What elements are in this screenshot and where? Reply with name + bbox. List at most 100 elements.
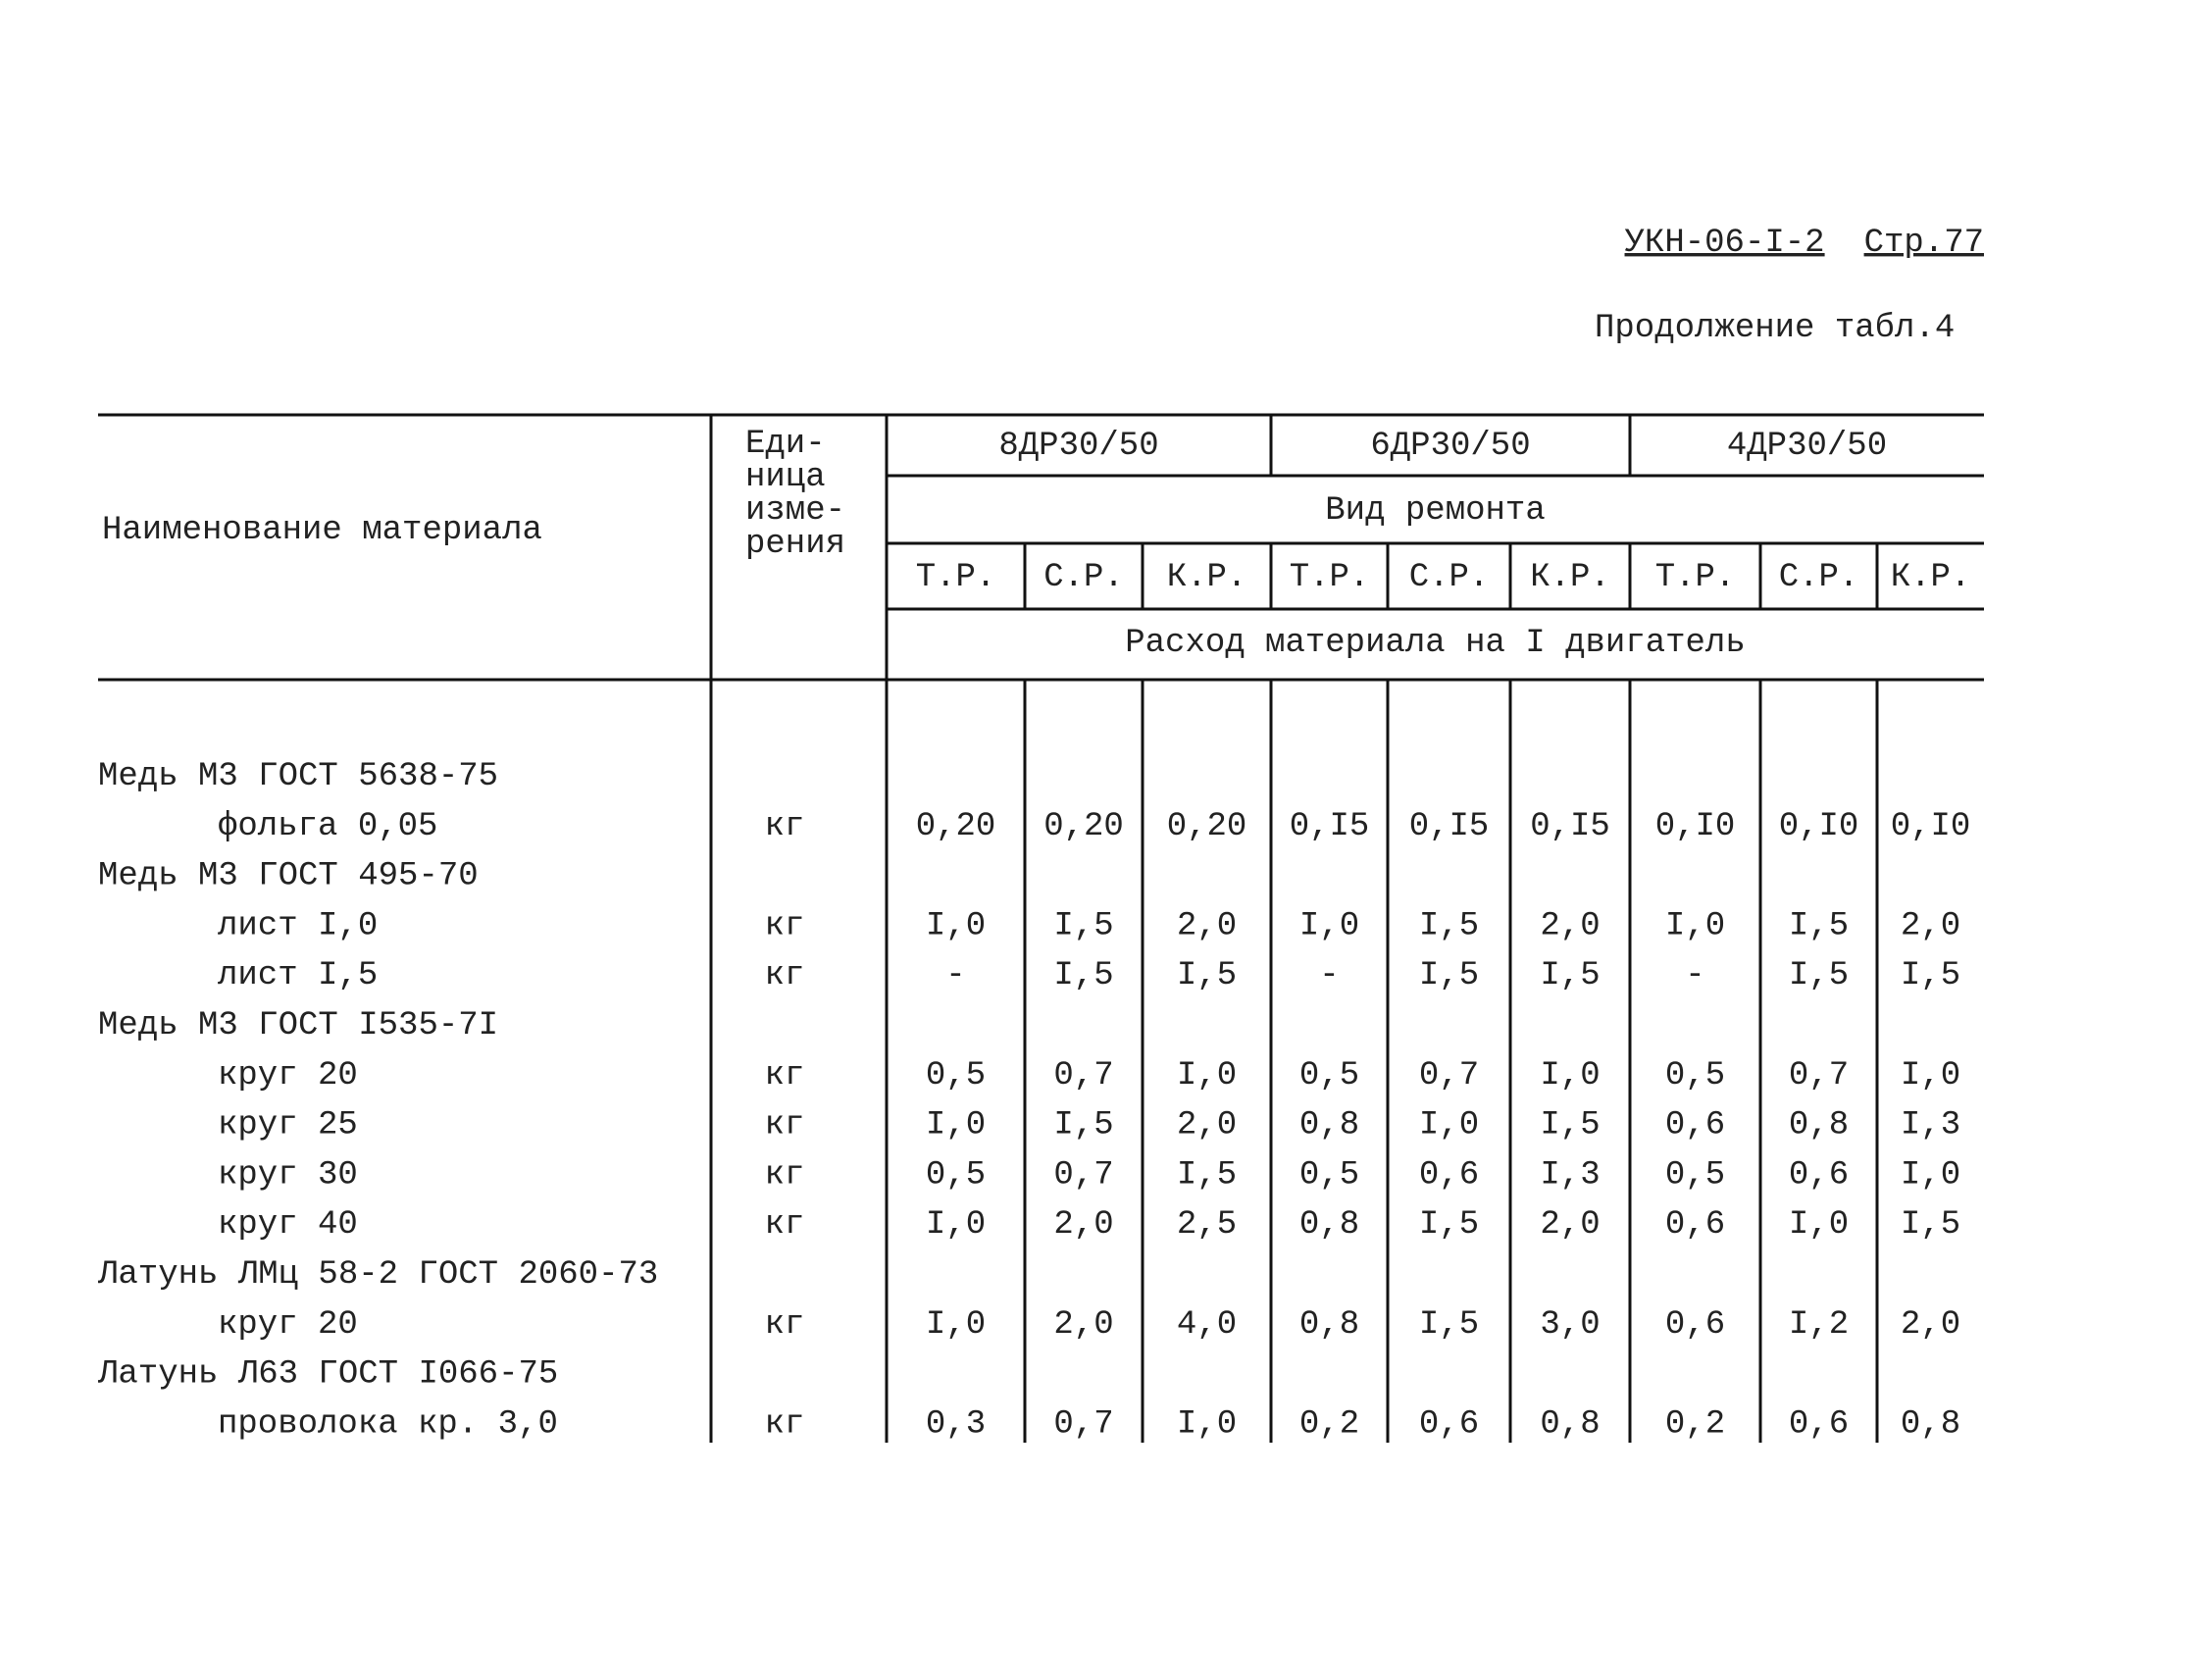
value: 0,2: [1665, 1405, 1725, 1443]
value: I,0: [1177, 1405, 1237, 1443]
value: I,0: [1901, 1057, 1960, 1095]
item-name: круг 25: [218, 1107, 358, 1145]
page-number: Стр.77: [1864, 225, 1984, 262]
value: I,0: [1540, 1057, 1600, 1095]
engine-header: 6ДР30/50: [1370, 428, 1530, 465]
value: I,0: [1177, 1057, 1237, 1095]
material-name: Медь М3 ГОСТ 5638-75: [98, 758, 498, 795]
repair-header: Вид ремонта: [1325, 492, 1545, 530]
value: 0,20: [1167, 808, 1247, 845]
value: 0,8: [1789, 1107, 1849, 1145]
unit: кг: [765, 1156, 805, 1194]
unit: кг: [765, 1107, 805, 1145]
value: I,5: [1540, 957, 1600, 994]
item-name: круг 30: [218, 1156, 358, 1194]
item-name: круг 20: [218, 1306, 358, 1344]
value: 2,5: [1177, 1206, 1237, 1244]
value: 0,6: [1419, 1405, 1479, 1443]
unit-header: ница: [745, 459, 826, 496]
repair-type: С.Р.: [1043, 559, 1124, 596]
repair-type: К.Р.: [1167, 559, 1247, 596]
value: 2,0: [1053, 1206, 1113, 1244]
unit: кг: [765, 1057, 805, 1095]
engine-header: 4ДР30/50: [1727, 428, 1887, 465]
value: 0,5: [1665, 1057, 1725, 1095]
repair-type: К.Р.: [1891, 559, 1971, 596]
value: 0,5: [1299, 1156, 1359, 1194]
value: 0,20: [1043, 808, 1124, 845]
material-name: Латунь Л63 ГОСТ I066-75: [97, 1356, 558, 1394]
value: I,5: [1177, 1156, 1237, 1194]
doc-code: УКН-06-I-2 Стр.77: [1625, 225, 1984, 262]
value: I,5: [1540, 1107, 1600, 1145]
value: 0,5: [1665, 1156, 1725, 1194]
value: I,2: [1789, 1306, 1849, 1344]
value: 4,0: [1177, 1306, 1237, 1344]
unit: кг: [765, 1306, 805, 1344]
value: 0,8: [1901, 1405, 1960, 1443]
value: 0,6: [1419, 1156, 1479, 1194]
value: 0,8: [1299, 1206, 1359, 1244]
value: 0,8: [1299, 1107, 1359, 1145]
unit: кг: [765, 907, 805, 944]
value: 0,I5: [1290, 808, 1370, 845]
item-name: фольга 0,05: [218, 808, 437, 845]
value: I,0: [1789, 1206, 1849, 1244]
repair-type: Т.Р.: [916, 559, 996, 596]
value: 0,I5: [1409, 808, 1490, 845]
value: 0,3: [926, 1405, 986, 1443]
repair-type: К.Р.: [1530, 559, 1610, 596]
repair-type: С.Р.: [1409, 559, 1490, 596]
value: 0,5: [1299, 1057, 1359, 1095]
item-name: круг 20: [218, 1057, 358, 1095]
unit-header: Еди-: [745, 426, 826, 463]
value: 0,I0: [1891, 808, 1971, 845]
item-name: лист I,5: [218, 957, 378, 994]
value: I,0: [1901, 1156, 1960, 1194]
value: -: [1685, 957, 1704, 994]
value: 0,20: [916, 808, 996, 845]
value: 0,7: [1419, 1057, 1479, 1095]
consumption-header: Расход материала на I двигатель: [1125, 625, 1746, 662]
item-name: круг 40: [218, 1206, 358, 1244]
value: I,5: [1053, 1107, 1113, 1145]
item-name: лист I,0: [218, 907, 378, 944]
value: I,0: [1419, 1107, 1479, 1145]
value: -: [945, 957, 965, 994]
value: I,5: [1419, 907, 1479, 944]
value: 0,7: [1789, 1057, 1849, 1095]
value: 2,0: [1177, 907, 1237, 944]
value: I,3: [1540, 1156, 1600, 1194]
value: 2,0: [1901, 907, 1960, 944]
value: 0,I0: [1655, 808, 1736, 845]
value: 0,8: [1540, 1405, 1600, 1443]
value: 0,7: [1053, 1405, 1113, 1443]
value: I,5: [1419, 1206, 1479, 1244]
unit: кг: [765, 1206, 805, 1244]
value: I,5: [1789, 907, 1849, 944]
unit-header: изме-: [745, 492, 845, 530]
name-header: Наименование материала: [102, 512, 542, 549]
value: I,0: [926, 1107, 986, 1145]
repair-type: С.Р.: [1779, 559, 1859, 596]
material-name: Латунь ЛМц 58-2 ГОСТ 2060-73: [97, 1256, 658, 1294]
value: 3,0: [1540, 1306, 1600, 1344]
unit: кг: [765, 957, 805, 994]
value: 0,7: [1053, 1156, 1113, 1194]
repair-type: Т.Р.: [1655, 559, 1736, 596]
value: 0,5: [926, 1156, 986, 1194]
value: 2,0: [1053, 1306, 1113, 1344]
value: 0,6: [1665, 1107, 1725, 1145]
value: -: [1319, 957, 1339, 994]
material-name: Медь М3 ГОСТ I535-7I: [98, 1007, 498, 1044]
value: I,5: [1901, 957, 1960, 994]
value: I,5: [1789, 957, 1849, 994]
continuation: Продолжение табл.4: [1595, 310, 1955, 347]
value: I,3: [1901, 1107, 1960, 1145]
item-name: проволока кр. 3,0: [218, 1405, 558, 1443]
material-name: Медь М3 ГОСТ 495-70: [98, 858, 479, 895]
value: 2,0: [1540, 1206, 1600, 1244]
unit-header: рения: [745, 526, 845, 563]
value: I,0: [926, 1306, 986, 1344]
